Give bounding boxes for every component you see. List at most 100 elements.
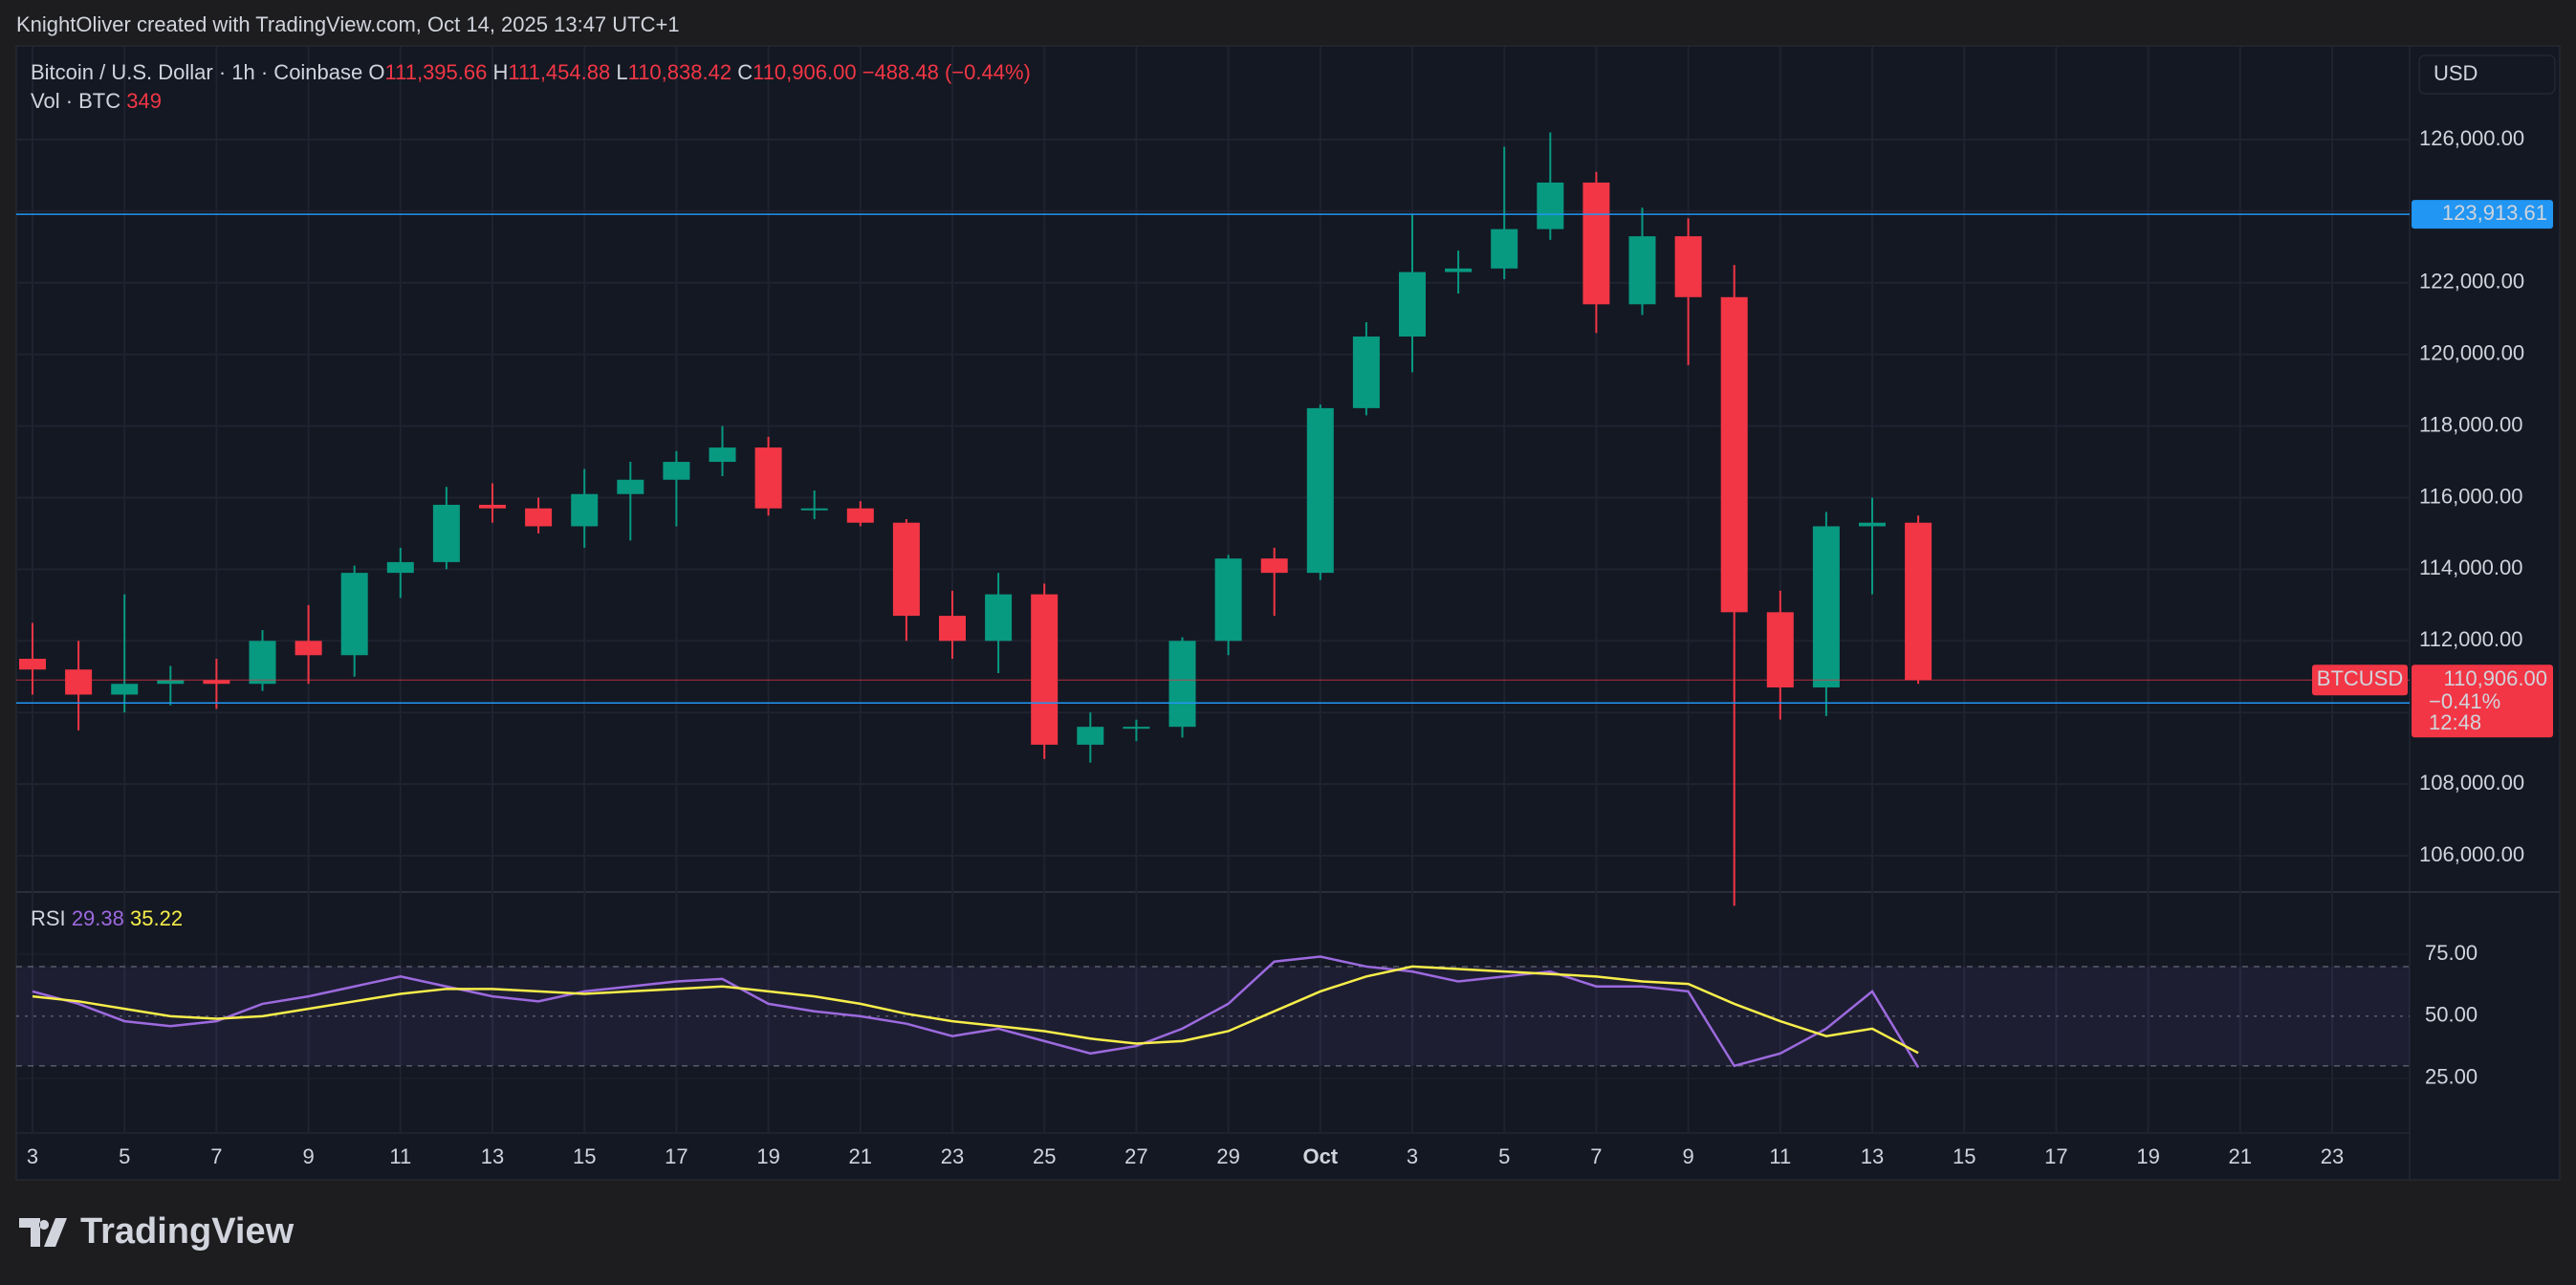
last-price-tag <box>2412 664 2553 738</box>
price-tag-label: 123,913.61 <box>2442 201 2547 225</box>
candle-body <box>1445 268 1473 272</box>
legend-item: Bitcoin / U.S. Dollar · 1h · Coinbase <box>31 60 362 84</box>
y-tick-label: 50.00 <box>2425 1003 2478 1027</box>
x-tick-label: 17 <box>665 1144 688 1168</box>
x-tick-label: 25 <box>1033 1144 1056 1168</box>
x-tick-label: 5 <box>119 1144 130 1168</box>
candle-body <box>1260 558 1288 574</box>
brand: TradingView <box>80 1211 295 1252</box>
x-tick-label: 19 <box>2136 1144 2159 1168</box>
y-tick-label: 126,000.00 <box>2419 126 2524 150</box>
candle-body <box>295 641 322 656</box>
x-tick-label: 7 <box>210 1144 222 1168</box>
x-tick-label: 11 <box>1769 1144 1791 1168</box>
candle-body <box>1583 182 1610 305</box>
y-tick-label: 25.00 <box>2425 1065 2478 1089</box>
x-tick-label: 19 <box>756 1144 779 1168</box>
legend-item: O <box>368 60 384 84</box>
x-tick-label: 23 <box>2321 1144 2344 1168</box>
candle-body <box>800 508 828 511</box>
legend-item: H <box>492 60 508 84</box>
candle-body <box>1628 236 1656 305</box>
logo: TradingView <box>19 1211 295 1252</box>
currency-button[interactable] <box>2418 54 2556 95</box>
candle-body <box>939 616 966 642</box>
candle-body <box>1674 236 1702 297</box>
candle-body <box>386 561 414 574</box>
volume-legend: Vol · BTC 349 <box>31 89 162 113</box>
candle-body <box>249 641 276 685</box>
x-tick-label: 11 <box>389 1144 411 1168</box>
candle-body <box>1491 229 1518 269</box>
y-tick-label: 120,000.00 <box>2419 341 2524 365</box>
candle-body <box>571 493 599 527</box>
candle-body <box>432 504 460 562</box>
candle-body <box>1077 727 1104 745</box>
candle-body <box>985 594 1013 642</box>
y-tick-label: 122,000.00 <box>2419 270 2524 294</box>
legend-item: −488.48 (−0.44%) <box>862 60 1031 84</box>
last-price-change: −0.41% <box>2429 689 2500 713</box>
candle-body <box>1766 612 1794 687</box>
x-tick-label: 3 <box>1407 1144 1418 1168</box>
x-tick-label: 9 <box>1682 1144 1693 1168</box>
candle-body <box>663 462 690 480</box>
symbol: BTCUSD <box>2317 666 2403 690</box>
x-tick-label: Oct <box>1302 1144 1338 1168</box>
x-tick-label: 13 <box>481 1144 504 1168</box>
x-tick-label: 7 <box>1590 1144 1602 1168</box>
legend-item: Vol · BTC <box>31 89 120 113</box>
candle-body <box>340 573 368 656</box>
x-tick-label: 5 <box>1498 1144 1510 1168</box>
x-tick-label: 21 <box>2229 1144 2252 1168</box>
candle-body <box>1352 336 1380 408</box>
legend-item: 111,395.66 <box>385 60 488 84</box>
candle-body <box>846 508 874 523</box>
candle-body <box>1537 182 1564 229</box>
y-tick-label: 114,000.00 <box>2419 555 2522 579</box>
x-tick-label: 15 <box>1953 1144 1976 1168</box>
rsi-line <box>32 955 1920 1069</box>
x-tick-label: 23 <box>941 1144 964 1168</box>
candle-body <box>1905 522 1932 681</box>
legend-item: 111,454.88 <box>508 60 610 84</box>
candle-body <box>111 684 139 695</box>
y-tick-label: 116,000.00 <box>2419 484 2522 508</box>
x-tick-label: 9 <box>302 1144 314 1168</box>
currency[interactable]: USD <box>2434 61 2478 85</box>
candle-body <box>65 669 93 695</box>
y-tick-label: 112,000.00 <box>2419 627 2522 651</box>
candle-body <box>754 447 782 509</box>
x-tick-label: 3 <box>27 1144 38 1168</box>
y-tick-label: 106,000.00 <box>2419 842 2524 866</box>
x-tick-label: 27 <box>1124 1144 1147 1168</box>
candle-body <box>1399 272 1426 337</box>
legend-item: 349 <box>126 89 162 113</box>
x-tick-label: 13 <box>1861 1144 1884 1168</box>
candle-body <box>157 680 185 685</box>
candle-body <box>617 479 644 494</box>
legend-item: L <box>616 60 627 84</box>
candle-body <box>1812 526 1840 687</box>
y-tick-label: 108,000.00 <box>2419 771 2524 795</box>
countdown: 12:48 <box>2429 710 2481 734</box>
last-price-label: 110,906.00 <box>2444 666 2547 690</box>
legend-item: 110,906.00 <box>753 60 856 84</box>
chart-panel <box>15 45 2561 1181</box>
logo-mark <box>19 1218 67 1247</box>
y-tick-label: 75.00 <box>2425 941 2478 965</box>
plot: 3 5 7 9 11 13 15 17 19 21 23 25 27 29 Oct 3 5 7 9 11 13 15 17 1… <box>16 46 2553 1168</box>
candle-body <box>709 447 736 463</box>
candle-body <box>1720 296 1748 613</box>
y-tick-label: 118,000.00 <box>2419 412 2522 436</box>
legend-title: Bitcoin / U.S. Dollar · 1h · Coinbase O1… <box>31 60 1031 84</box>
legend-item: 110,838.42 <box>628 60 731 84</box>
symbol-tag <box>2312 664 2408 696</box>
rsi-legend: RSI 29.38 35.22 <box>31 906 183 930</box>
x-tick-label: 29 <box>1216 1144 1239 1168</box>
candle-body <box>1859 522 1886 527</box>
rsi-line <box>32 965 1919 1055</box>
x-tick-label: 21 <box>849 1144 872 1168</box>
candle-body <box>19 659 46 670</box>
legend-item: C <box>737 60 753 84</box>
